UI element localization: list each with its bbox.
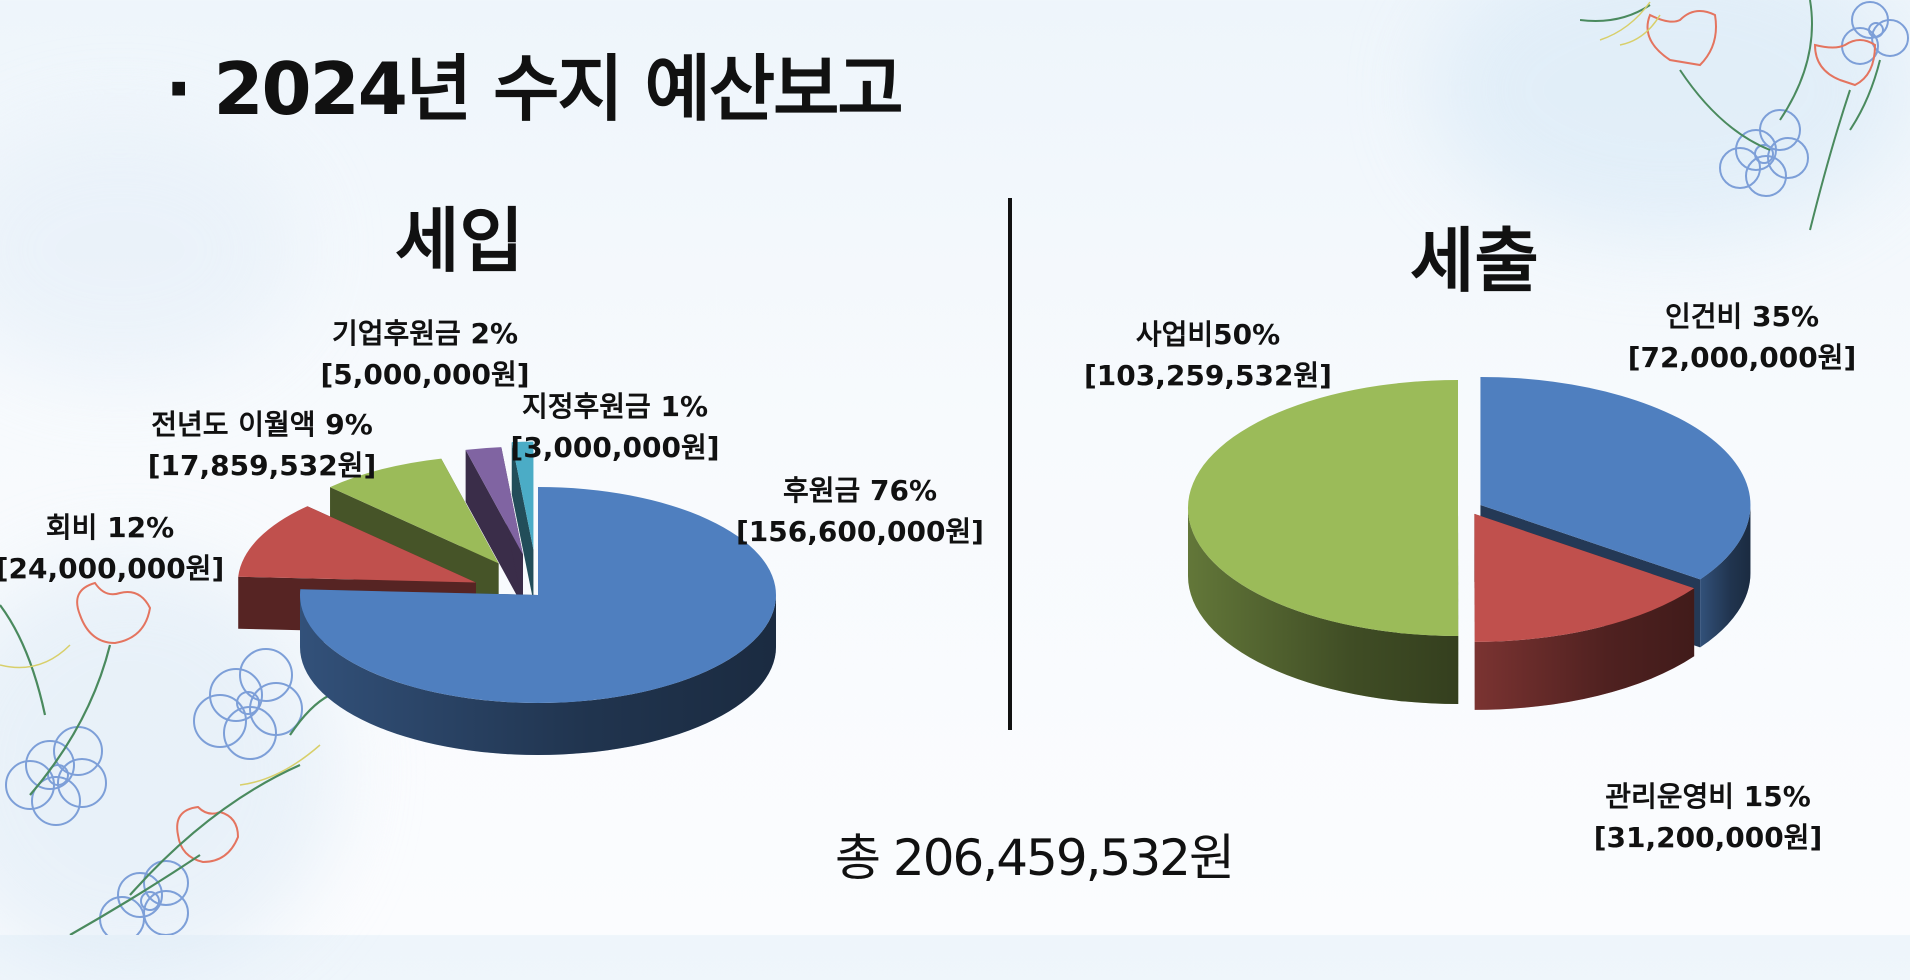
income-label-corporate-donations: 기업후원금 2% [5,000,000원] — [320, 313, 529, 395]
income-pie — [238, 442, 776, 755]
income-label-donations: 후원금 76% [156,600,000원] — [736, 470, 984, 552]
label-line: 사업비50% — [1084, 314, 1332, 355]
income-label-designated-donations: 지정후원금 1% [3,000,000원] — [510, 386, 719, 468]
expense-label-operations: 관리운영비 15% [31,200,000원] — [1594, 776, 1823, 858]
label-amount: [103,259,532원] — [1084, 355, 1332, 396]
expense-label-projects: 사업비50% [103,259,532원] — [1084, 314, 1332, 396]
label-amount: [3,000,000원] — [510, 427, 719, 468]
label-amount: [24,000,000원] — [0, 548, 224, 589]
label-amount: [156,600,000원] — [736, 511, 984, 552]
label-amount: [5,000,000원] — [320, 354, 529, 395]
label-line: 인건비 35% — [1628, 296, 1857, 337]
expense-label-personnel: 인건비 35% [72,000,000원] — [1628, 296, 1857, 378]
label-line: 지정후원금 1% — [510, 386, 719, 427]
label-amount: [31,200,000원] — [1594, 817, 1823, 858]
label-line: 후원금 76% — [736, 470, 984, 511]
income-label-membership-fees: 회비 12% [24,000,000원] — [0, 507, 224, 589]
label-line: 관리운영비 15% — [1594, 776, 1823, 817]
label-line: 회비 12% — [0, 507, 224, 548]
income-label-carryover: 전년도 이월액 9% [17,859,532원] — [148, 404, 377, 486]
label-line: 전년도 이월액 9% — [148, 404, 377, 445]
label-line: 기업후원금 2% — [320, 313, 529, 354]
label-amount: [72,000,000원] — [1628, 337, 1857, 378]
budget-total: 총 206,459,532원 — [835, 818, 1233, 890]
expense-pie — [1188, 377, 1750, 710]
label-amount: [17,859,532원] — [148, 445, 377, 486]
